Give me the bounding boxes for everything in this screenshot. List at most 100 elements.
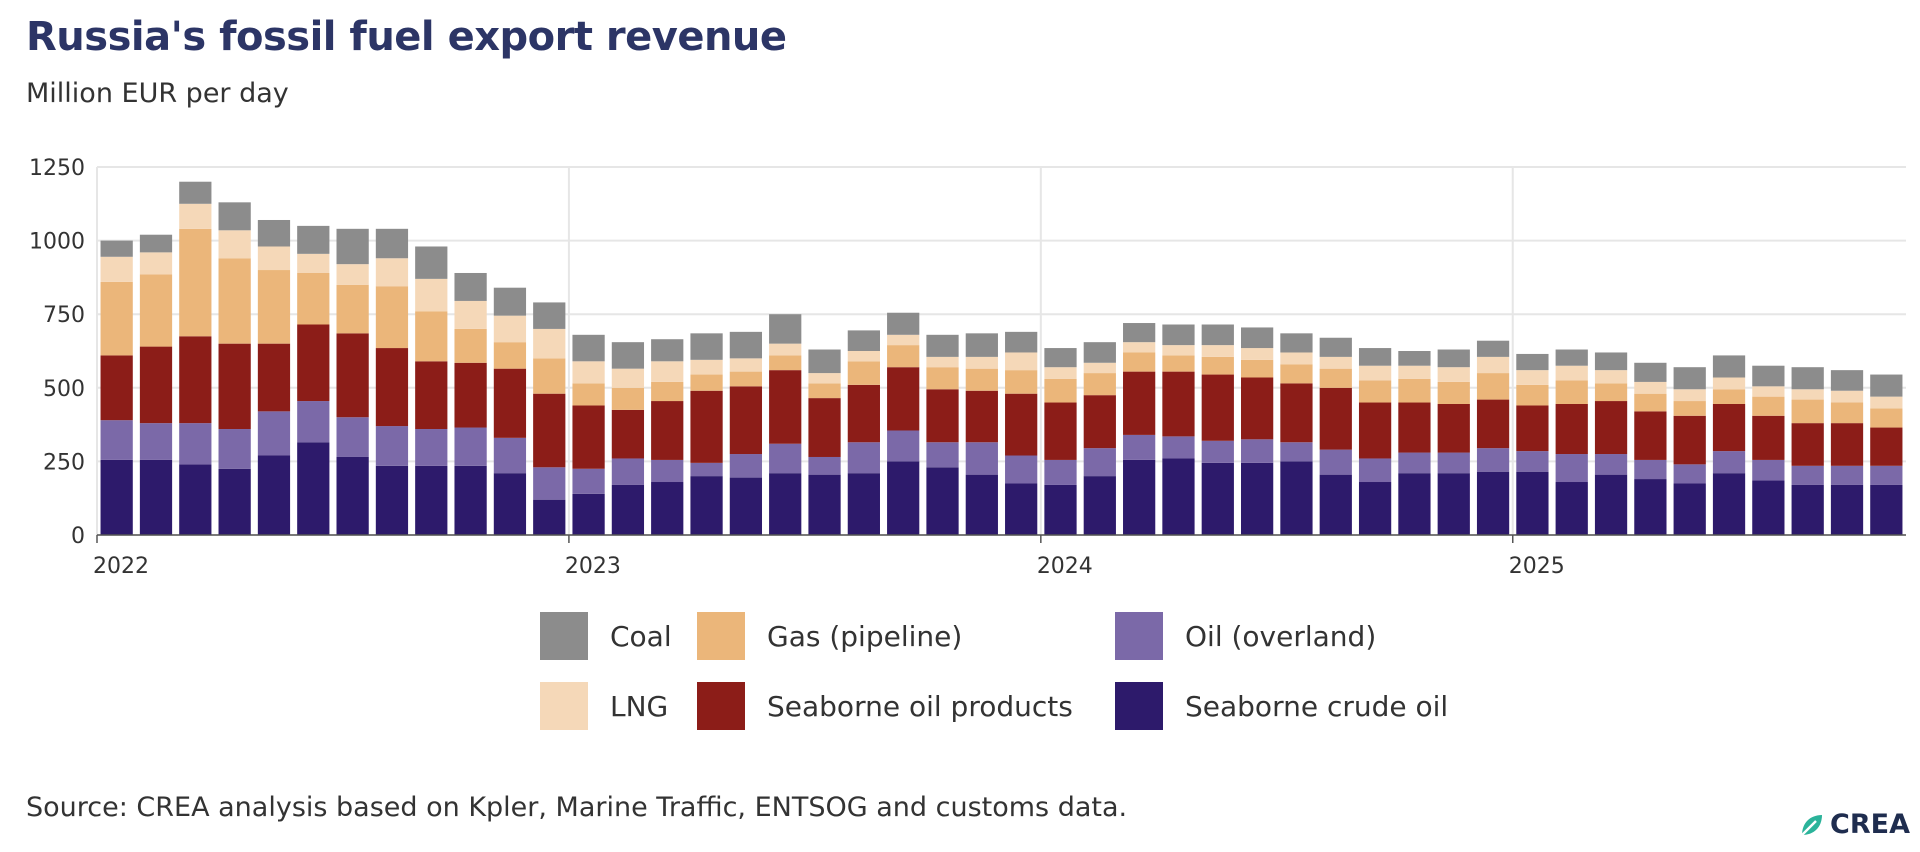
bar-segment-lng <box>1673 389 1706 402</box>
bar-segment-oil-overland <box>611 458 645 485</box>
bar-segment-seaborne-oil-products <box>533 393 566 468</box>
bar-segment-gas-pipeline <box>1398 378 1431 403</box>
bar-segment-lng <box>1162 345 1195 356</box>
bar-segment-lng <box>1516 370 1549 385</box>
bar-segment-oil-overland <box>493 437 527 474</box>
bar-segment-lng <box>139 252 173 275</box>
bar-segment-oil-overland <box>1123 434 1156 460</box>
bar-segment-seaborne-crude-oil <box>375 465 409 535</box>
bar-segment-seaborne-crude-oil <box>1123 459 1156 535</box>
bar-segment-oil-overland <box>1712 451 1746 474</box>
crea-logo: CREA <box>1800 809 1910 840</box>
bar-segment-seaborne-oil-products <box>572 405 605 469</box>
bar-segment-oil-overland <box>257 411 291 456</box>
bar-segment-oil-overland <box>336 417 369 457</box>
bar-segment-gas-pipeline <box>769 355 802 371</box>
bar-segment-oil-overland <box>1162 436 1195 459</box>
bar-segment-coal <box>1673 367 1706 390</box>
bar-segment-lng <box>415 278 448 312</box>
bar-segment-seaborne-oil-products <box>887 367 920 431</box>
legend-swatch <box>540 682 588 730</box>
bar-segment-lng <box>1241 348 1274 360</box>
bar-segment-coal <box>1830 370 1864 391</box>
bar-segment-coal <box>887 312 920 335</box>
bar-segment-oil-overland <box>454 427 487 466</box>
bar-segment-coal <box>729 331 763 359</box>
bar-segment-seaborne-oil-products <box>1791 423 1824 466</box>
bar-segment-gas-pipeline <box>611 387 645 410</box>
bar-segment-gas-pipeline <box>1791 399 1824 424</box>
legend-swatch <box>540 612 588 660</box>
bar-segment-seaborne-crude-oil <box>808 474 841 535</box>
bar-segment-seaborne-oil-products <box>1083 395 1116 449</box>
bar-segment-seaborne-oil-products <box>1752 415 1785 460</box>
bar-segment-seaborne-crude-oil <box>611 484 645 535</box>
bar-segment-seaborne-oil-products <box>1830 423 1864 466</box>
bar-segment-seaborne-oil-products <box>139 346 173 424</box>
bar-segment-lng <box>533 328 566 359</box>
bar-segment-coal <box>415 246 448 279</box>
bar-segment-coal <box>1594 352 1628 371</box>
legend-label: Oil (overland) <box>1185 619 1377 653</box>
bar-segment-oil-overland <box>1241 439 1274 463</box>
bar-segment-seaborne-crude-oil <box>729 477 763 535</box>
bar-segment-coal <box>1437 349 1470 368</box>
bar-segment-coal <box>218 202 251 231</box>
source-note: Source: CREA analysis based on Kpler, Ma… <box>26 792 1128 823</box>
bar-segment-lng <box>1830 390 1864 403</box>
legend-item: Seaborne crude oil <box>1115 682 1448 730</box>
x-axis: 2022 2023 2024 2025 <box>93 534 1906 579</box>
bar-segment-gas-pipeline <box>493 342 527 369</box>
bar-segment-seaborne-crude-oil <box>1555 482 1588 535</box>
bar-segment-gas-pipeline <box>1516 384 1549 406</box>
bar-segment-coal <box>454 272 487 301</box>
bar-segment-oil-overland <box>847 442 880 474</box>
bar-segment-gas-pipeline <box>1123 352 1156 372</box>
bar-segment-gas-pipeline <box>218 258 251 344</box>
bar-segment-lng <box>179 203 212 229</box>
bar-segment-seaborne-crude-oil <box>651 482 684 535</box>
bar-segment-lng <box>690 359 723 375</box>
bar-segment-seaborne-crude-oil <box>1791 484 1824 535</box>
bar-segment-lng <box>1005 352 1038 371</box>
bar-segment-gas-pipeline <box>1319 368 1352 388</box>
bar-segment-lng <box>611 368 645 388</box>
bar-segment-seaborne-oil-products <box>1673 415 1706 465</box>
legend-label: LNG <box>610 689 669 723</box>
bar-segment-coal <box>1398 351 1431 366</box>
bar-segment-seaborne-oil-products <box>1476 399 1510 449</box>
bar-segment-seaborne-crude-oil <box>415 465 448 535</box>
bar-segment-seaborne-crude-oil <box>926 467 959 535</box>
bar-segment-coal <box>1083 342 1116 363</box>
bar-segment-oil-overland <box>1358 458 1392 483</box>
bar-segment-lng <box>1594 370 1628 384</box>
bar-segment-coal <box>690 333 723 360</box>
bar-segment-lng <box>1712 377 1746 390</box>
bar-segment-seaborne-crude-oil <box>769 473 802 535</box>
bar-segment-lng <box>1476 356 1510 374</box>
bar-segment-coal <box>926 334 959 357</box>
bar-segment-seaborne-oil-products <box>1319 387 1352 450</box>
bar-segment-coal <box>1870 374 1903 397</box>
bar-segment-seaborne-oil-products <box>1201 374 1234 441</box>
bar-segment-lng <box>297 253 330 273</box>
crea-leaf-icon <box>1801 814 1823 836</box>
bar-segment-lng <box>1044 367 1077 379</box>
legend-label: Gas (pipeline) <box>767 619 963 653</box>
legend-item: Gas (pipeline) <box>697 612 962 660</box>
y-tick-label: 750 <box>43 303 85 328</box>
bar-segment-lng <box>218 230 251 259</box>
bar-segment-lng <box>493 315 527 343</box>
bar-segment-lng <box>257 246 291 271</box>
bar-segment-gas-pipeline <box>1830 402 1864 424</box>
y-tick-label: 500 <box>43 377 85 402</box>
bar-segment-lng <box>572 361 605 384</box>
bar-segment-coal <box>1791 367 1824 390</box>
bar-segment-lng <box>1791 389 1824 400</box>
bar-segment-coal <box>572 334 605 362</box>
bar-segment-oil-overland <box>926 442 959 468</box>
bar-segment-coal <box>336 228 369 265</box>
bar-segment-gas-pipeline <box>1358 380 1392 403</box>
bar-segment-coal <box>1752 365 1785 387</box>
bar-segment-seaborne-oil-products <box>965 390 998 443</box>
